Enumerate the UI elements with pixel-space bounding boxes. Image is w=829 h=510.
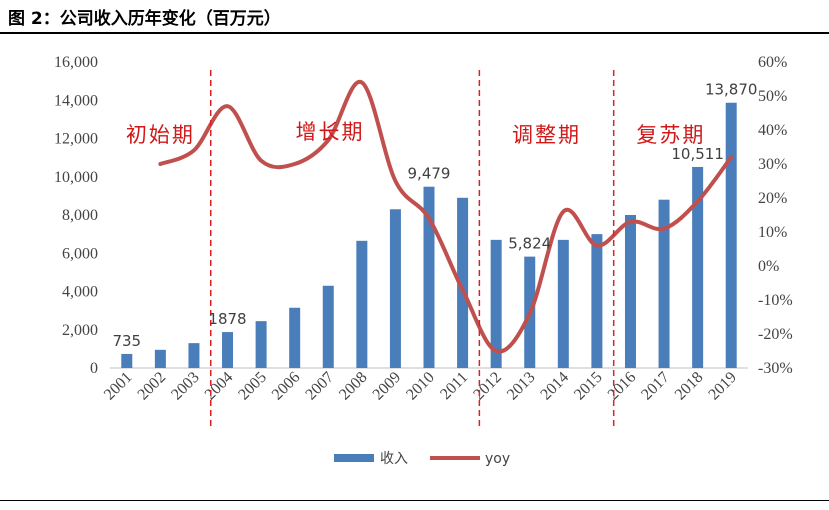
revenue-bar [255,321,267,368]
data-label: 9,479 [408,165,451,183]
y-left-tick-label: 12,000 [54,131,98,148]
revenue-bar [356,240,368,368]
revenue-bar [658,199,670,368]
yoy-line [158,79,734,354]
y-right-tick-label: 40% [758,122,787,139]
x-tick-label: 2009 [370,369,405,404]
x-tick-label: 2004 [202,369,237,404]
x-tick-label: 2005 [235,369,270,404]
x-tick-label: 2011 [437,369,471,403]
y-left-tick-label: 14,000 [54,92,98,109]
revenue-bar [121,353,133,368]
legend-label-yoy: yoy [485,451,510,467]
y-left-tick-label: 8,000 [62,207,98,224]
y-right-tick-label: -20% [758,326,793,343]
revenue-bar [557,239,569,368]
data-label: 10,511 [671,145,724,163]
y-right-tick-label: 50% [758,88,787,105]
y-right-tick-label: 0% [758,258,779,275]
x-tick-label: 2006 [269,369,304,404]
yoy-line-group [158,79,734,354]
x-tick-label: 2015 [571,369,606,404]
x-tick-label: 2002 [135,369,170,404]
data-labels: 735 1878 9,479 5,824 10,511 13,870 [112,81,757,350]
revenue-bar [692,166,704,368]
revenue-bar [154,349,166,368]
top-rule [0,32,829,34]
x-tick-label: 2001 [101,369,136,404]
revenue-bar [322,285,334,368]
x-tick-label: 2016 [605,369,640,404]
x-tick-label: 2019 [705,369,740,404]
y-left-tick-label: 10,000 [54,169,98,186]
legend: 收入 yoy [334,451,510,467]
y-left-tick-label: 16,000 [54,54,98,71]
x-tick-label: 2010 [403,369,438,404]
phase-labels: 初始期 增长期 调整期 复苏期 [126,120,705,147]
revenue-bar [289,307,301,368]
data-label: 735 [112,332,141,350]
chart-title: 图 2：公司收入历年变化（百万元） [8,9,281,29]
revenue-bar [624,215,636,368]
phase-label: 初始期 [126,123,195,147]
y-right-tick-label: 10% [758,224,787,241]
legend-label-revenue: 收入 [380,451,408,467]
revenue-bar [725,102,737,368]
x-tick-label: 2014 [537,369,572,404]
x-tick-label: 2003 [168,369,203,404]
x-tick-label: 2017 [638,369,673,404]
x-tick-label: 2013 [504,369,539,404]
revenue-bar [188,343,200,368]
y-left-tick-label: 0 [90,360,98,377]
revenue-bar [222,332,234,368]
data-label: 5,824 [508,235,551,253]
x-tick-label: 2018 [672,369,707,404]
phase-label: 增长期 [296,120,365,144]
revenue-bar [490,239,502,368]
y-right-tick-label: -10% [758,292,793,309]
phase-label: 调整期 [512,123,581,147]
y-right-tick-label: 20% [758,190,787,207]
data-label: 13,870 [705,81,758,99]
x-tick-label: 2012 [470,369,505,404]
y-right-tick-label: 30% [758,156,787,173]
revenue-bar [457,197,469,368]
y-left-tick-label: 4,000 [62,284,98,301]
phase-label: 复苏期 [636,123,705,147]
legend-swatch-revenue [334,454,374,462]
revenue-bar [423,186,435,368]
y-right-tick-label: 60% [758,54,787,71]
x-tick-label: 2007 [302,369,337,404]
y-right-tick-label: -30% [758,360,793,377]
revenue-bar [389,209,401,368]
y-left-tick-label: 2,000 [62,322,98,339]
revenue-bar [591,234,603,368]
y-left-tick-label: 6,000 [62,245,98,262]
data-label: 1878 [208,310,246,328]
bottom-rule [0,500,829,501]
x-tick-label: 2008 [336,369,371,404]
